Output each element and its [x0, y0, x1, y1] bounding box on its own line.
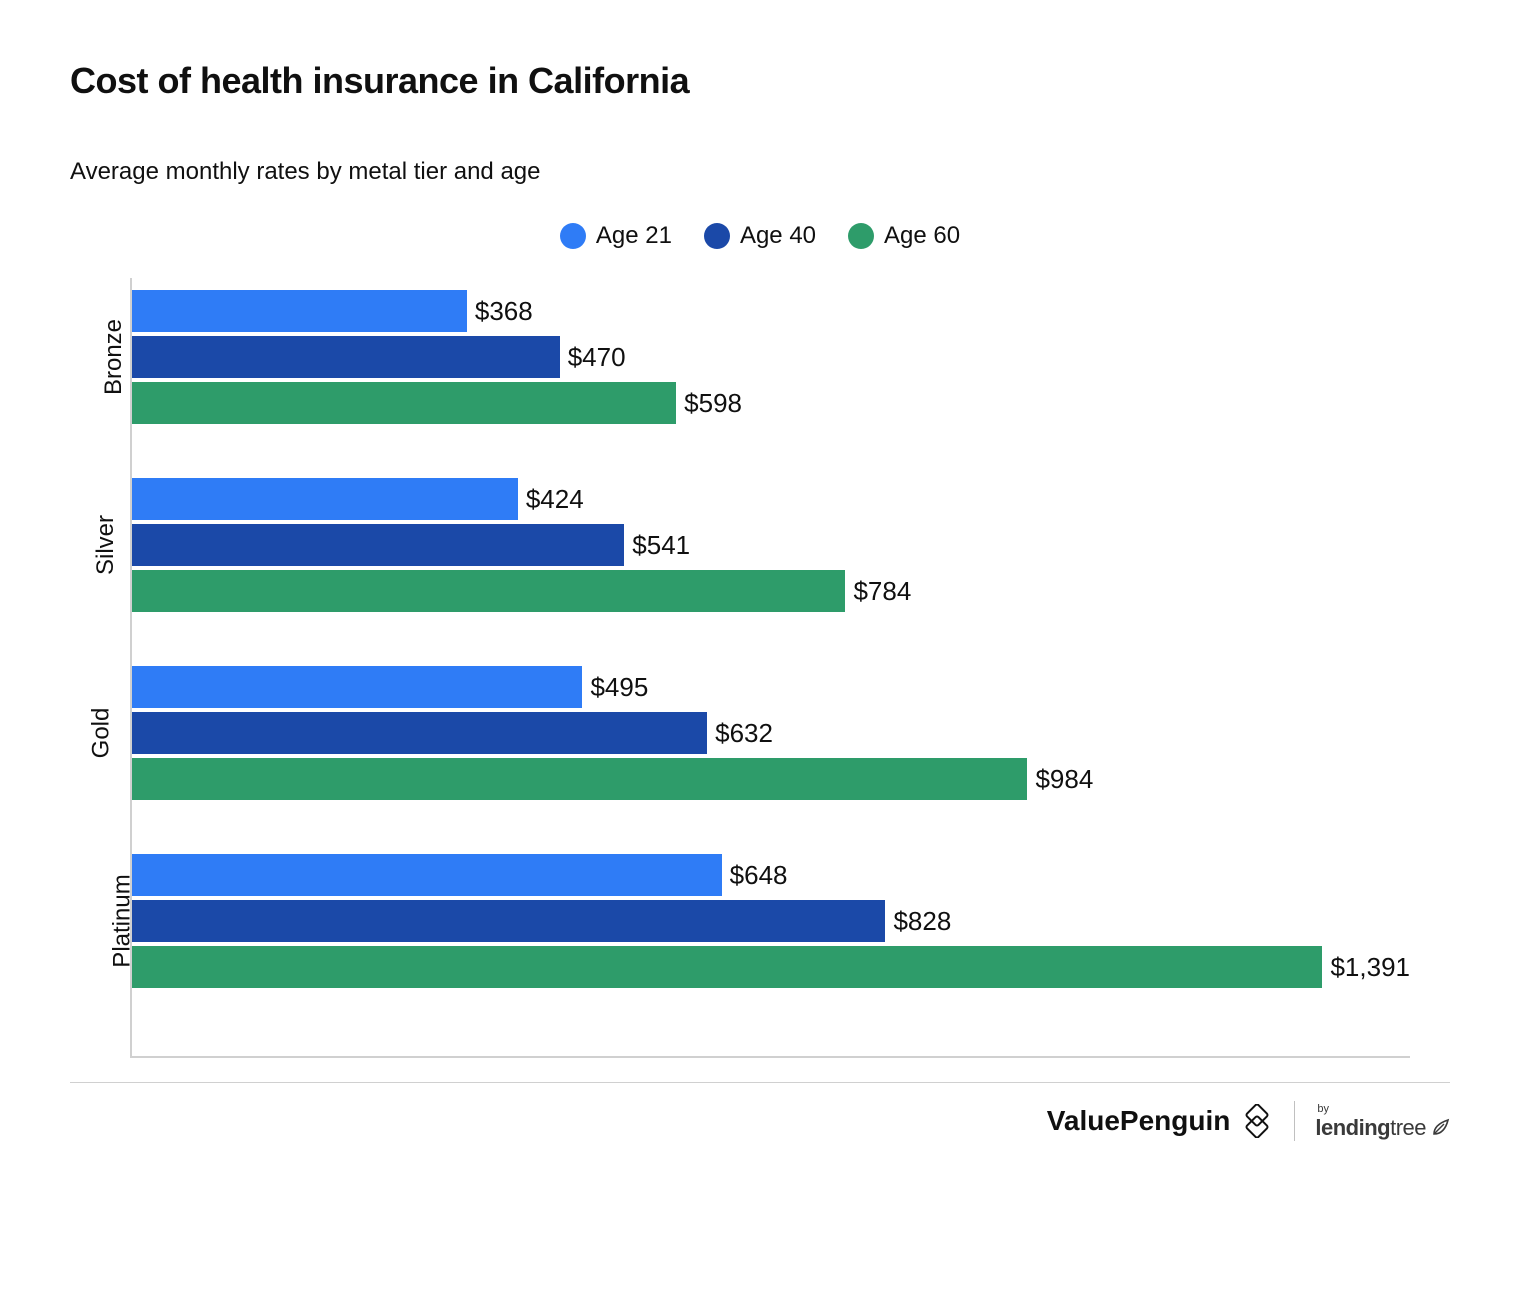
leaf-icon — [1430, 1118, 1450, 1138]
legend-dot-icon — [704, 223, 730, 249]
lendingtree-by: by — [1317, 1104, 1329, 1115]
category-label: Bronze — [100, 319, 128, 395]
bar — [132, 478, 518, 520]
bar-value-label: $984 — [1035, 764, 1093, 795]
lendingtree-text: lendingtree — [1315, 1117, 1426, 1139]
bar-group: Bronze$368$470$598 — [132, 290, 1410, 424]
footer-divider — [1294, 1101, 1295, 1141]
bar-row: $828 — [132, 900, 1410, 942]
bar-value-label: $424 — [526, 484, 584, 515]
category-label: Gold — [87, 708, 115, 759]
bar-group: Platinum$648$828$1,391 — [132, 854, 1410, 988]
bar-value-label: $598 — [684, 388, 742, 419]
valuepenguin-text: ValuePenguin — [1047, 1105, 1231, 1137]
bar-value-label: $784 — [853, 576, 911, 607]
bar-value-label: $368 — [475, 296, 533, 327]
legend-label: Age 40 — [740, 222, 816, 250]
legend: Age 21 Age 40 Age 60 — [70, 222, 1450, 250]
bar — [132, 336, 560, 378]
bar-row: $368 — [132, 290, 1410, 332]
bar — [132, 524, 624, 566]
legend-label: Age 60 — [884, 222, 960, 250]
bar-group: Silver$424$541$784 — [132, 478, 1410, 612]
bar-value-label: $828 — [893, 906, 951, 937]
bar — [132, 382, 676, 424]
bar-row: $784 — [132, 570, 1410, 612]
legend-dot-icon — [848, 223, 874, 249]
bar-row: $470 — [132, 336, 1410, 378]
bar-row: $424 — [132, 478, 1410, 520]
bar-row: $598 — [132, 382, 1410, 424]
bar-value-label: $1,391 — [1330, 952, 1410, 983]
legend-dot-icon — [560, 223, 586, 249]
bar — [132, 290, 467, 332]
bar-row: $648 — [132, 854, 1410, 896]
bar-group: Gold$495$632$984 — [132, 666, 1410, 800]
bar — [132, 946, 1322, 988]
bar-row: $1,391 — [132, 946, 1410, 988]
bar — [132, 900, 885, 942]
category-label: Silver — [92, 515, 120, 575]
category-label: Platinum — [109, 874, 137, 967]
footer: ValuePenguin by lendingtree — [70, 1082, 1450, 1141]
bar-row: $984 — [132, 758, 1410, 800]
bar-value-label: $632 — [715, 718, 773, 749]
bar — [132, 666, 582, 708]
penguin-icon — [1240, 1104, 1274, 1138]
bar-row: $541 — [132, 524, 1410, 566]
chart-title: Cost of health insurance in California — [70, 60, 1450, 102]
bar — [132, 854, 722, 896]
bar — [132, 758, 1027, 800]
bar-chart: Bronze$368$470$598Silver$424$541$784Gold… — [130, 278, 1410, 1058]
legend-item: Age 21 — [560, 222, 672, 250]
bar-row: $495 — [132, 666, 1410, 708]
lendingtree-logo: by lendingtree — [1315, 1104, 1450, 1139]
bar — [132, 570, 845, 612]
bar-value-label: $541 — [632, 530, 690, 561]
bar-row: $632 — [132, 712, 1410, 754]
legend-item: Age 60 — [848, 222, 960, 250]
legend-item: Age 40 — [704, 222, 816, 250]
bar — [132, 712, 707, 754]
valuepenguin-logo: ValuePenguin — [1047, 1104, 1275, 1138]
chart-subtitle: Average monthly rates by metal tier and … — [70, 158, 1450, 186]
bar-value-label: $495 — [590, 672, 648, 703]
bar-value-label: $470 — [568, 342, 626, 373]
legend-label: Age 21 — [596, 222, 672, 250]
bar-value-label: $648 — [730, 860, 788, 891]
